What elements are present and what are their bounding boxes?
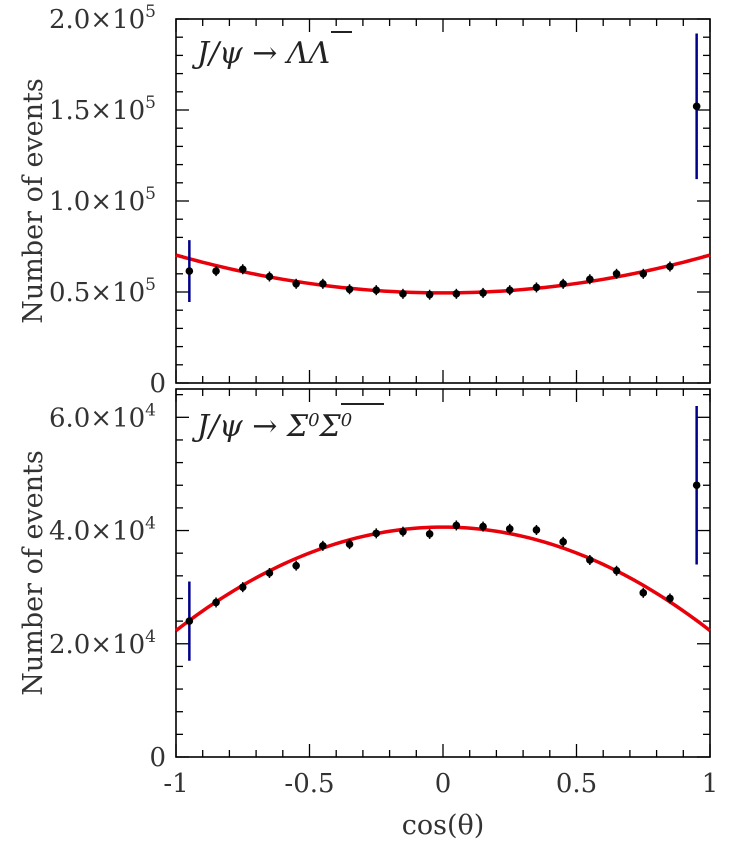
data-point-bottom bbox=[425, 530, 434, 538]
x-tick-label: 0 bbox=[435, 769, 452, 799]
data-point-bottom bbox=[345, 540, 354, 548]
panel-sigma: Number of events cos(θ) J/ψ → Σ0Σ0 bbox=[18, 388, 711, 841]
panel-lambda: Number of events J/ψ → ΛΛ bbox=[18, 18, 711, 384]
data-point-top bbox=[586, 275, 594, 284]
svg-text:J/ψ → ΛΛ: J/ψ → ΛΛ bbox=[191, 36, 330, 71]
chart-marks: 0 0.5×105 1.0×105 1.5×105 2.0×105 0 2.0×104 4.0… bbox=[49, 2, 718, 799]
x-axis-title: cos(θ) bbox=[402, 810, 485, 841]
panel-title-bottom: J/ψ → Σ0Σ0 bbox=[191, 403, 384, 444]
y-tick-label-top: 2.0×105 bbox=[49, 2, 156, 35]
plot-frame-bottom bbox=[175, 388, 711, 758]
data-point-top bbox=[612, 270, 621, 278]
data-point-bottom bbox=[212, 598, 220, 607]
y-tick-label-bottom: 0 bbox=[149, 743, 166, 773]
data-point-top bbox=[692, 102, 701, 111]
data-point-top bbox=[532, 283, 541, 292]
data-point-bottom bbox=[639, 589, 648, 597]
data-point-bottom bbox=[559, 538, 567, 546]
y-tick-label-top: 1.5×105 bbox=[49, 93, 156, 126]
data-point-bottom bbox=[399, 527, 407, 536]
data-point-top bbox=[292, 280, 300, 288]
y-tick-label-top: 0 bbox=[149, 369, 166, 399]
data-point-top bbox=[399, 290, 407, 298]
data-point-top bbox=[639, 270, 648, 278]
panel-title-top: J/ψ → ΛΛ bbox=[191, 31, 352, 71]
y-tick-label-top: 0.5×105 bbox=[49, 275, 156, 308]
data-point-top bbox=[372, 286, 381, 294]
data-point-top bbox=[666, 262, 674, 271]
data-point-top bbox=[452, 290, 461, 298]
data-point-bottom bbox=[372, 529, 381, 538]
x-tick-label: 1 bbox=[702, 769, 719, 799]
data-point-bottom bbox=[612, 566, 621, 575]
y-axis-title-top: Number of events bbox=[18, 78, 49, 324]
y-tick-label-bottom: 4.0×104 bbox=[49, 514, 156, 547]
data-point-top bbox=[425, 290, 434, 299]
y-axis-title-bottom: Number of events bbox=[18, 450, 49, 696]
y-tick-label-bottom: 2.0×104 bbox=[49, 627, 156, 660]
fit-curve-top bbox=[175, 253, 711, 295]
data-point-bottom bbox=[238, 583, 247, 591]
data-point-bottom bbox=[586, 556, 594, 564]
x-tick-label: 0.5 bbox=[556, 769, 597, 799]
data-point-bottom bbox=[479, 522, 487, 531]
y-tick-label-bottom: 6.0×104 bbox=[49, 400, 156, 433]
data-point-top bbox=[505, 286, 514, 294]
y-tick-label-top: 1.0×105 bbox=[49, 184, 156, 217]
data-point-top bbox=[479, 289, 487, 297]
data-point-bottom bbox=[505, 525, 514, 533]
x-tick-label: -1 bbox=[163, 769, 188, 799]
data-point-bottom bbox=[292, 561, 300, 570]
data-point-top bbox=[345, 285, 354, 294]
data-point-bottom bbox=[692, 481, 701, 490]
data-point-top bbox=[212, 267, 220, 275]
x-tick-label: -0.5 bbox=[284, 769, 334, 799]
data-point-top bbox=[319, 280, 327, 288]
data-point-bottom bbox=[452, 521, 461, 530]
data-point-top bbox=[238, 265, 247, 274]
data-point-bottom bbox=[185, 617, 194, 625]
data-point-bottom bbox=[532, 526, 541, 534]
data-point-top bbox=[559, 280, 567, 288]
data-point-bottom bbox=[666, 594, 674, 603]
data-point-bottom bbox=[265, 569, 274, 577]
plot-frame-top bbox=[175, 18, 711, 384]
fit-curve-bottom bbox=[174, 525, 712, 632]
data-point-bottom bbox=[319, 542, 327, 550]
svg-text:J/ψ → Σ0Σ0: J/ψ → Σ0Σ0 bbox=[191, 409, 352, 444]
data-point-top bbox=[265, 272, 274, 281]
data-point-top bbox=[185, 267, 194, 275]
